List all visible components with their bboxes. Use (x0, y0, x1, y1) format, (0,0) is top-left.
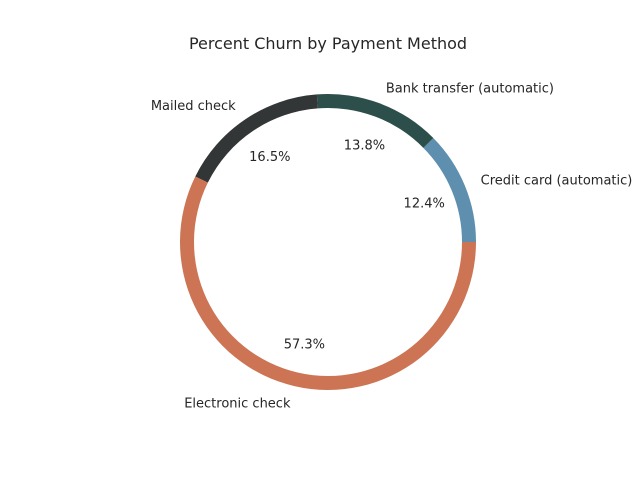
pct-label-credit-card-automatic: 12.4% (404, 197, 445, 212)
label-bank-transfer-automatic: Bank transfer (automatic) (386, 81, 554, 96)
slice-credit-card-automatic (423, 138, 476, 242)
slice-mailed-check (195, 94, 318, 183)
chart-title: Percent Churn by Payment Method (189, 34, 467, 53)
pct-label-electronic-check: 57.3% (284, 337, 325, 352)
label-electronic-check: Electronic check (184, 397, 291, 412)
slices-group (180, 94, 477, 390)
label-mailed-check: Mailed check (151, 99, 236, 114)
pct-label-bank-transfer-automatic: 13.8% (344, 139, 385, 154)
pct-label-mailed-check: 16.5% (249, 150, 290, 165)
labels-group: Credit card (automatic) 12.4% Bank transfe… (151, 81, 633, 411)
slice-bank-transfer-automatic (316, 94, 434, 148)
label-credit-card-automatic: Credit card (automatic) (481, 173, 633, 188)
